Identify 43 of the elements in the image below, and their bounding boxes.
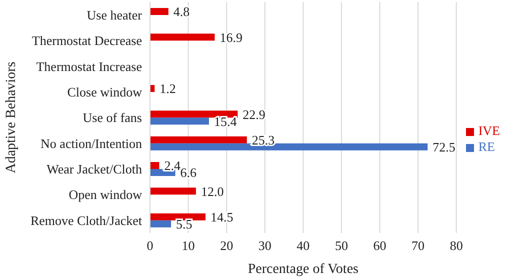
y-tick-label: Close window xyxy=(67,84,143,100)
bar xyxy=(150,162,160,169)
bar xyxy=(150,143,428,150)
bar xyxy=(150,118,209,125)
data-label: 5.5 xyxy=(176,216,192,232)
data-label: 25.3 xyxy=(252,132,275,148)
bar xyxy=(150,110,238,118)
x-axis-title: Percentage of Votes xyxy=(248,262,359,277)
y-tick-label: Thermostat Increase xyxy=(36,58,142,74)
bar xyxy=(150,136,247,144)
y-axis-title: Adaptive Behaviors xyxy=(4,62,19,174)
x-tick-label: 60 xyxy=(373,238,386,254)
y-tick-label: Use of fans xyxy=(82,110,142,126)
data-label: 16.9 xyxy=(220,30,242,45)
x-tick-label: 80 xyxy=(450,238,463,254)
y-tick-label: Wear Jacket/Cloth xyxy=(46,161,142,176)
bar xyxy=(150,213,206,220)
data-label: 12.0 xyxy=(200,184,224,199)
data-label: 6.6 xyxy=(180,165,198,180)
data-label: 72.5 xyxy=(432,139,456,154)
x-tick-label: 70 xyxy=(412,238,425,254)
y-tick-label: Remove Cloth/Jacket xyxy=(30,212,142,228)
y-tick-label: Use heater xyxy=(86,7,143,22)
y-tick-label: No action/Intention xyxy=(40,136,142,151)
x-tick-label: 40 xyxy=(296,238,310,254)
bar xyxy=(150,34,215,41)
data-label: 4.8 xyxy=(173,4,190,20)
bar xyxy=(150,188,196,195)
y-tick-label: Thermostat Decrease xyxy=(32,33,142,48)
data-label: 15.4 xyxy=(214,114,238,129)
x-tick-label: 10 xyxy=(182,238,195,254)
bar xyxy=(150,8,168,15)
bar xyxy=(150,220,172,228)
legend-label: IVE xyxy=(478,122,500,138)
x-tick-label: 50 xyxy=(334,238,348,254)
data-label: 14.5 xyxy=(210,209,234,224)
legend-label: RE xyxy=(478,138,495,154)
y-tick-label: Open window xyxy=(68,187,143,202)
data-label: 1.2 xyxy=(160,81,176,96)
x-tick-label: 0 xyxy=(146,238,154,254)
x-tick-label: 20 xyxy=(220,238,234,254)
x-tick-label: 30 xyxy=(258,238,272,254)
data-label: 22.9 xyxy=(242,106,266,122)
